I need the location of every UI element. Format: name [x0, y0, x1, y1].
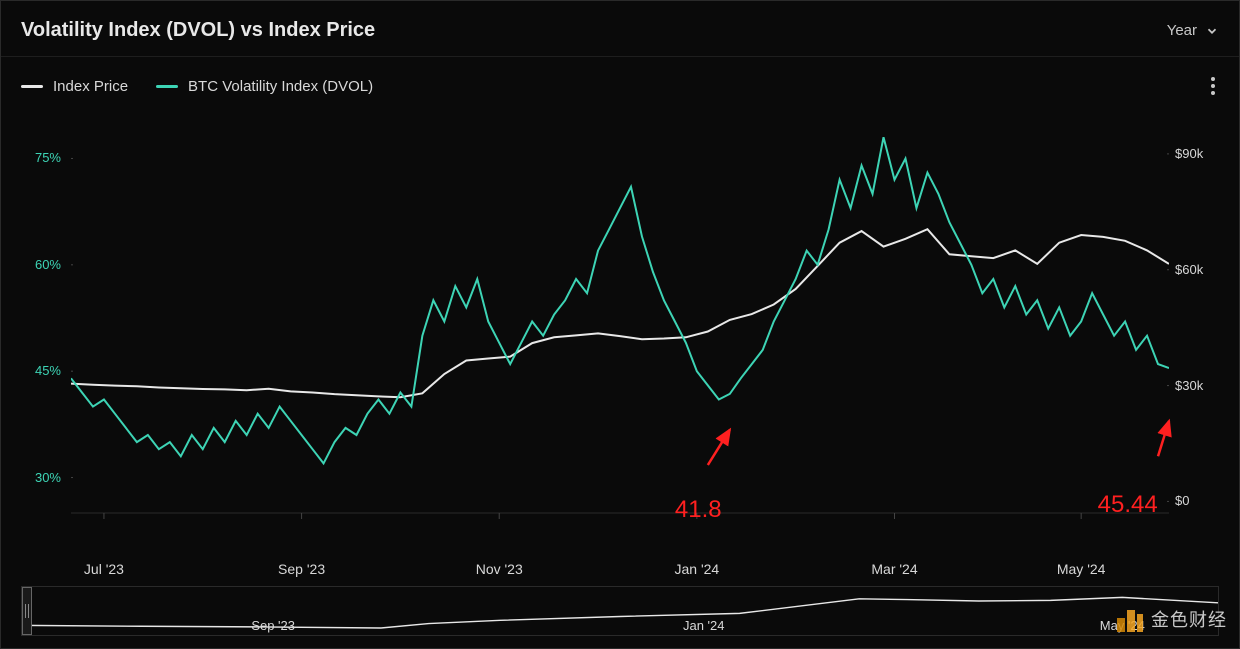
legend: Index Price BTC Volatility Index (DVOL): [21, 78, 373, 95]
annotation-label: 45.44: [1098, 491, 1158, 519]
watermark: 金色财经: [1115, 604, 1227, 634]
mini-chart-area[interactable]: Sep '23Jan '24May '24: [21, 586, 1219, 636]
brush-handle-left[interactable]: [22, 587, 32, 635]
y-left-tick-label: 60%: [21, 257, 61, 272]
x-tick-label: Nov '23: [476, 561, 523, 577]
chart-title: Volatility Index (DVOL) vs Index Price: [21, 19, 375, 42]
kebab-dot-icon: [1211, 91, 1215, 95]
legend-label: BTC Volatility Index (DVOL): [188, 78, 373, 95]
chart-svg: [71, 113, 1169, 553]
x-tick-label: Jul '23: [84, 561, 124, 577]
mini-x-tick-label: Jan '24: [683, 618, 725, 633]
y-right-tick-label: $90k: [1175, 146, 1219, 161]
x-tick-label: Sep '23: [278, 561, 325, 577]
more-menu-button[interactable]: [1207, 73, 1219, 99]
chart-container: Volatility Index (DVOL) vs Index Price Y…: [0, 0, 1240, 649]
chart-header: Volatility Index (DVOL) vs Index Price Y…: [1, 1, 1239, 57]
kebab-dot-icon: [1211, 77, 1215, 81]
x-tick-label: Jan '24: [675, 561, 720, 577]
x-tick-label: Mar '24: [871, 561, 917, 577]
legend-swatch: [21, 85, 43, 88]
timerange-dropdown[interactable]: Year: [1167, 22, 1219, 39]
x-tick-label: May '24: [1057, 561, 1106, 577]
mini-chart-svg: [22, 587, 1218, 635]
main-chart-area: 30%45%60%75%$0$30k$60k$90kJul '23Sep '23…: [21, 113, 1219, 553]
watermark-text: 金色财经: [1151, 606, 1227, 632]
legend-row: Index Price BTC Volatility Index (DVOL): [1, 57, 1239, 107]
watermark-logo-icon: [1115, 604, 1145, 634]
y-right-tick-label: $0: [1175, 493, 1219, 508]
y-right-tick-label: $30k: [1175, 378, 1219, 393]
plot-region[interactable]: [71, 113, 1169, 553]
y-left-tick-label: 30%: [21, 470, 61, 485]
y-right-tick-label: $60k: [1175, 262, 1219, 277]
legend-item-index-price[interactable]: Index Price: [21, 78, 128, 95]
kebab-dot-icon: [1211, 84, 1215, 88]
legend-item-dvol[interactable]: BTC Volatility Index (DVOL): [156, 78, 373, 95]
y-left-tick-label: 45%: [21, 363, 61, 378]
legend-label: Index Price: [53, 78, 128, 95]
annotation-label: 41.8: [675, 496, 722, 524]
dropdown-label: Year: [1167, 22, 1197, 39]
chevron-down-icon: [1205, 24, 1219, 38]
mini-x-tick-label: Sep '23: [251, 618, 295, 633]
y-left-tick-label: 75%: [21, 150, 61, 165]
legend-swatch: [156, 85, 178, 88]
